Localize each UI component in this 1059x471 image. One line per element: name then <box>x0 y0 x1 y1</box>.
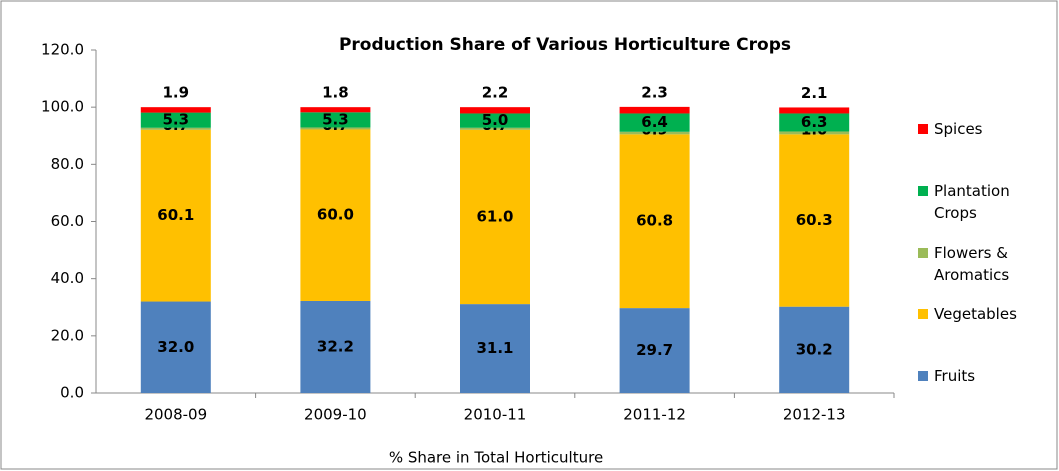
legend-item: Flowers & Aromatics <box>918 242 1048 286</box>
bar-segment <box>619 131 690 135</box>
bar-segment <box>619 308 690 393</box>
data-label: 5.0 <box>482 111 509 129</box>
bar-segment <box>619 113 690 132</box>
y-tick-label: 0.0 <box>60 384 84 402</box>
chart-title: Production Share of Various Horticulture… <box>339 35 791 55</box>
bar-segment <box>300 300 371 393</box>
y-tick-label: 80.0 <box>51 155 84 173</box>
legend-item: Vegetables <box>918 303 1048 325</box>
bar-segment <box>140 301 211 393</box>
y-tick-label: 60.0 <box>51 212 84 230</box>
bar-segment <box>619 106 690 114</box>
y-tick-label: 120.0 <box>41 41 84 59</box>
data-label: 61.0 <box>476 207 513 225</box>
data-label: 29.7 <box>636 341 673 359</box>
data-label: 60.1 <box>157 206 194 224</box>
legend-label: Vegetables <box>934 305 1017 323</box>
legend-label: Fruits <box>934 367 976 385</box>
legend-label: Flowers & Aromatics <box>934 244 1010 284</box>
bar-segment <box>140 129 211 302</box>
bar-segment <box>779 107 850 114</box>
bar-segment <box>460 304 530 393</box>
legend-swatch <box>918 309 928 319</box>
legend-item: Spices <box>918 118 1048 140</box>
y-tick-label: 20.0 <box>51 326 84 344</box>
x-axis-title: % Share in Total Horticulture <box>389 449 603 467</box>
bar-segment <box>460 113 530 128</box>
data-label: 2.1 <box>801 84 828 102</box>
x-tick-label: 2010-11 <box>464 406 527 424</box>
data-label: 60.0 <box>317 206 354 224</box>
bar-segment <box>300 112 371 128</box>
bar-segment <box>779 113 850 132</box>
legend-label: Plantation Crops <box>934 182 1010 222</box>
data-label: 6.3 <box>801 113 828 131</box>
data-label: 1.9 <box>163 84 190 102</box>
bar-segment <box>619 134 690 309</box>
bar-segment <box>779 131 850 135</box>
bar-segment <box>460 127 530 130</box>
bar-segment <box>140 127 211 130</box>
bar-segment <box>460 107 530 114</box>
data-label: 30.2 <box>796 340 833 358</box>
data-label: 2.3 <box>641 83 668 101</box>
data-label: 5.3 <box>322 110 349 128</box>
legend-item: Plantation Crops <box>918 180 1048 224</box>
legend-swatch <box>918 371 928 381</box>
bar-segment <box>460 129 530 305</box>
data-label: 1.8 <box>322 84 349 102</box>
bar-segment <box>140 112 211 128</box>
data-label: 60.3 <box>796 211 833 229</box>
data-label: 5.3 <box>163 111 190 129</box>
legend-swatch <box>918 124 928 134</box>
legend-item: Fruits <box>918 365 1048 387</box>
x-tick-label: 2009-10 <box>304 406 367 424</box>
y-tick-label: 40.0 <box>51 269 84 287</box>
data-label: 31.1 <box>476 339 513 357</box>
y-tick-label: 100.0 <box>41 98 84 116</box>
bar-segment <box>779 134 850 307</box>
bar-segment <box>300 107 371 113</box>
legend-swatch <box>918 186 928 196</box>
data-label: 60.8 <box>636 212 673 230</box>
legend-swatch <box>918 248 928 258</box>
x-tick-label: 2008-09 <box>144 406 207 424</box>
data-label: 32.2 <box>317 337 354 355</box>
data-label: 2.2 <box>482 84 509 102</box>
data-label: 32.0 <box>157 338 194 356</box>
legend-label: Spices <box>934 120 983 138</box>
bar-segment <box>300 129 371 301</box>
bar-segment <box>140 107 211 113</box>
bar-segment <box>779 306 850 393</box>
x-tick-label: 2011-12 <box>623 406 686 424</box>
bar-segment <box>300 127 371 130</box>
data-label: 6.4 <box>641 113 668 131</box>
x-tick-label: 2012-13 <box>783 406 846 424</box>
